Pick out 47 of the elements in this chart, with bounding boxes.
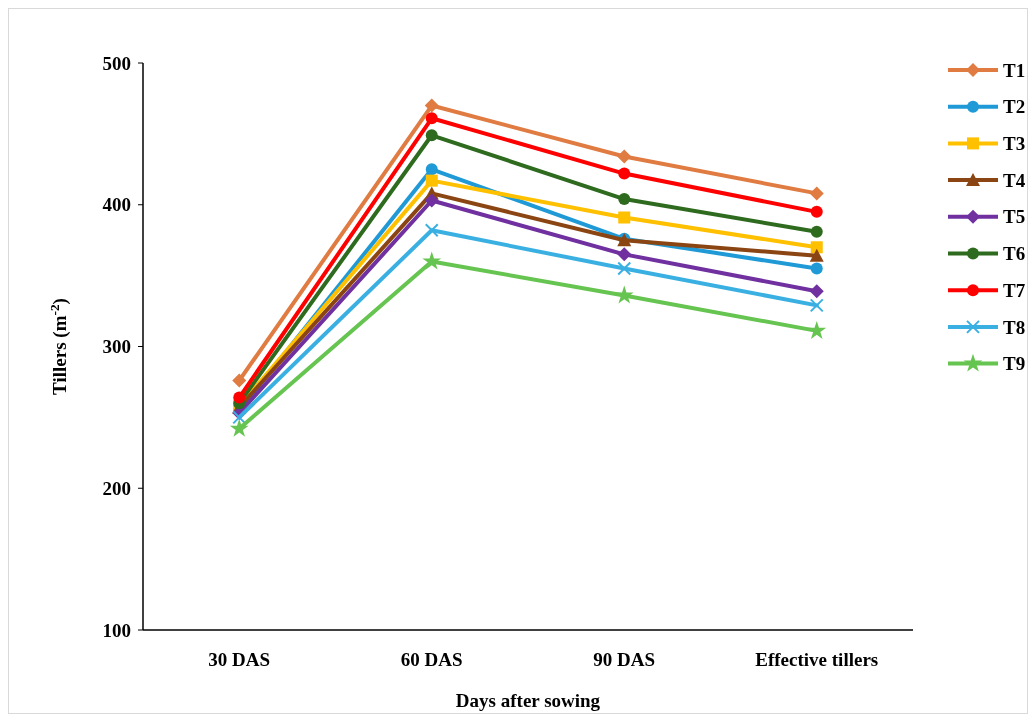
point xyxy=(424,223,439,238)
x-tick-label: 90 DAS xyxy=(593,649,656,670)
point xyxy=(618,211,631,224)
legend-label: T7 xyxy=(1003,279,1026,301)
legend-label: T2 xyxy=(1003,96,1026,118)
legend-label: T5 xyxy=(1003,206,1026,228)
legend-label: T8 xyxy=(1003,316,1026,338)
legend-label: T4 xyxy=(1003,169,1026,191)
point xyxy=(425,174,438,187)
x-tick-label: Effective tillers xyxy=(755,649,879,670)
y-tick-label: 100 xyxy=(102,619,131,641)
point xyxy=(614,285,634,304)
point xyxy=(809,186,824,201)
point xyxy=(618,193,631,206)
point xyxy=(807,321,827,339)
point xyxy=(810,225,823,238)
point xyxy=(617,149,632,164)
point xyxy=(229,418,249,437)
point xyxy=(232,410,247,425)
point xyxy=(617,247,632,262)
point xyxy=(232,373,247,388)
point xyxy=(810,241,823,254)
point xyxy=(425,112,438,125)
point xyxy=(810,205,823,218)
point xyxy=(422,251,442,270)
y-tick-label: 200 xyxy=(102,477,131,499)
point xyxy=(424,98,439,113)
y-tick-label: 300 xyxy=(102,336,131,358)
y-tick-label: 400 xyxy=(102,194,131,216)
point xyxy=(425,129,438,142)
legend-label: T6 xyxy=(1003,243,1026,265)
point xyxy=(809,298,824,313)
point xyxy=(424,193,439,208)
legend-label: T9 xyxy=(1003,353,1026,375)
legend-label: T3 xyxy=(1003,133,1026,155)
point xyxy=(618,167,631,180)
point xyxy=(809,284,824,299)
point xyxy=(425,163,438,176)
x-tick-label: 60 DAS xyxy=(400,649,463,670)
point xyxy=(617,261,632,276)
point xyxy=(810,262,823,275)
point xyxy=(233,391,246,404)
x-tick-label: 30 DAS xyxy=(208,649,271,670)
y-tick-label: 500 xyxy=(102,52,131,74)
legend-label: T1 xyxy=(1003,59,1026,81)
point xyxy=(809,248,824,262)
x-axis-title: Days after sowing xyxy=(455,690,601,711)
